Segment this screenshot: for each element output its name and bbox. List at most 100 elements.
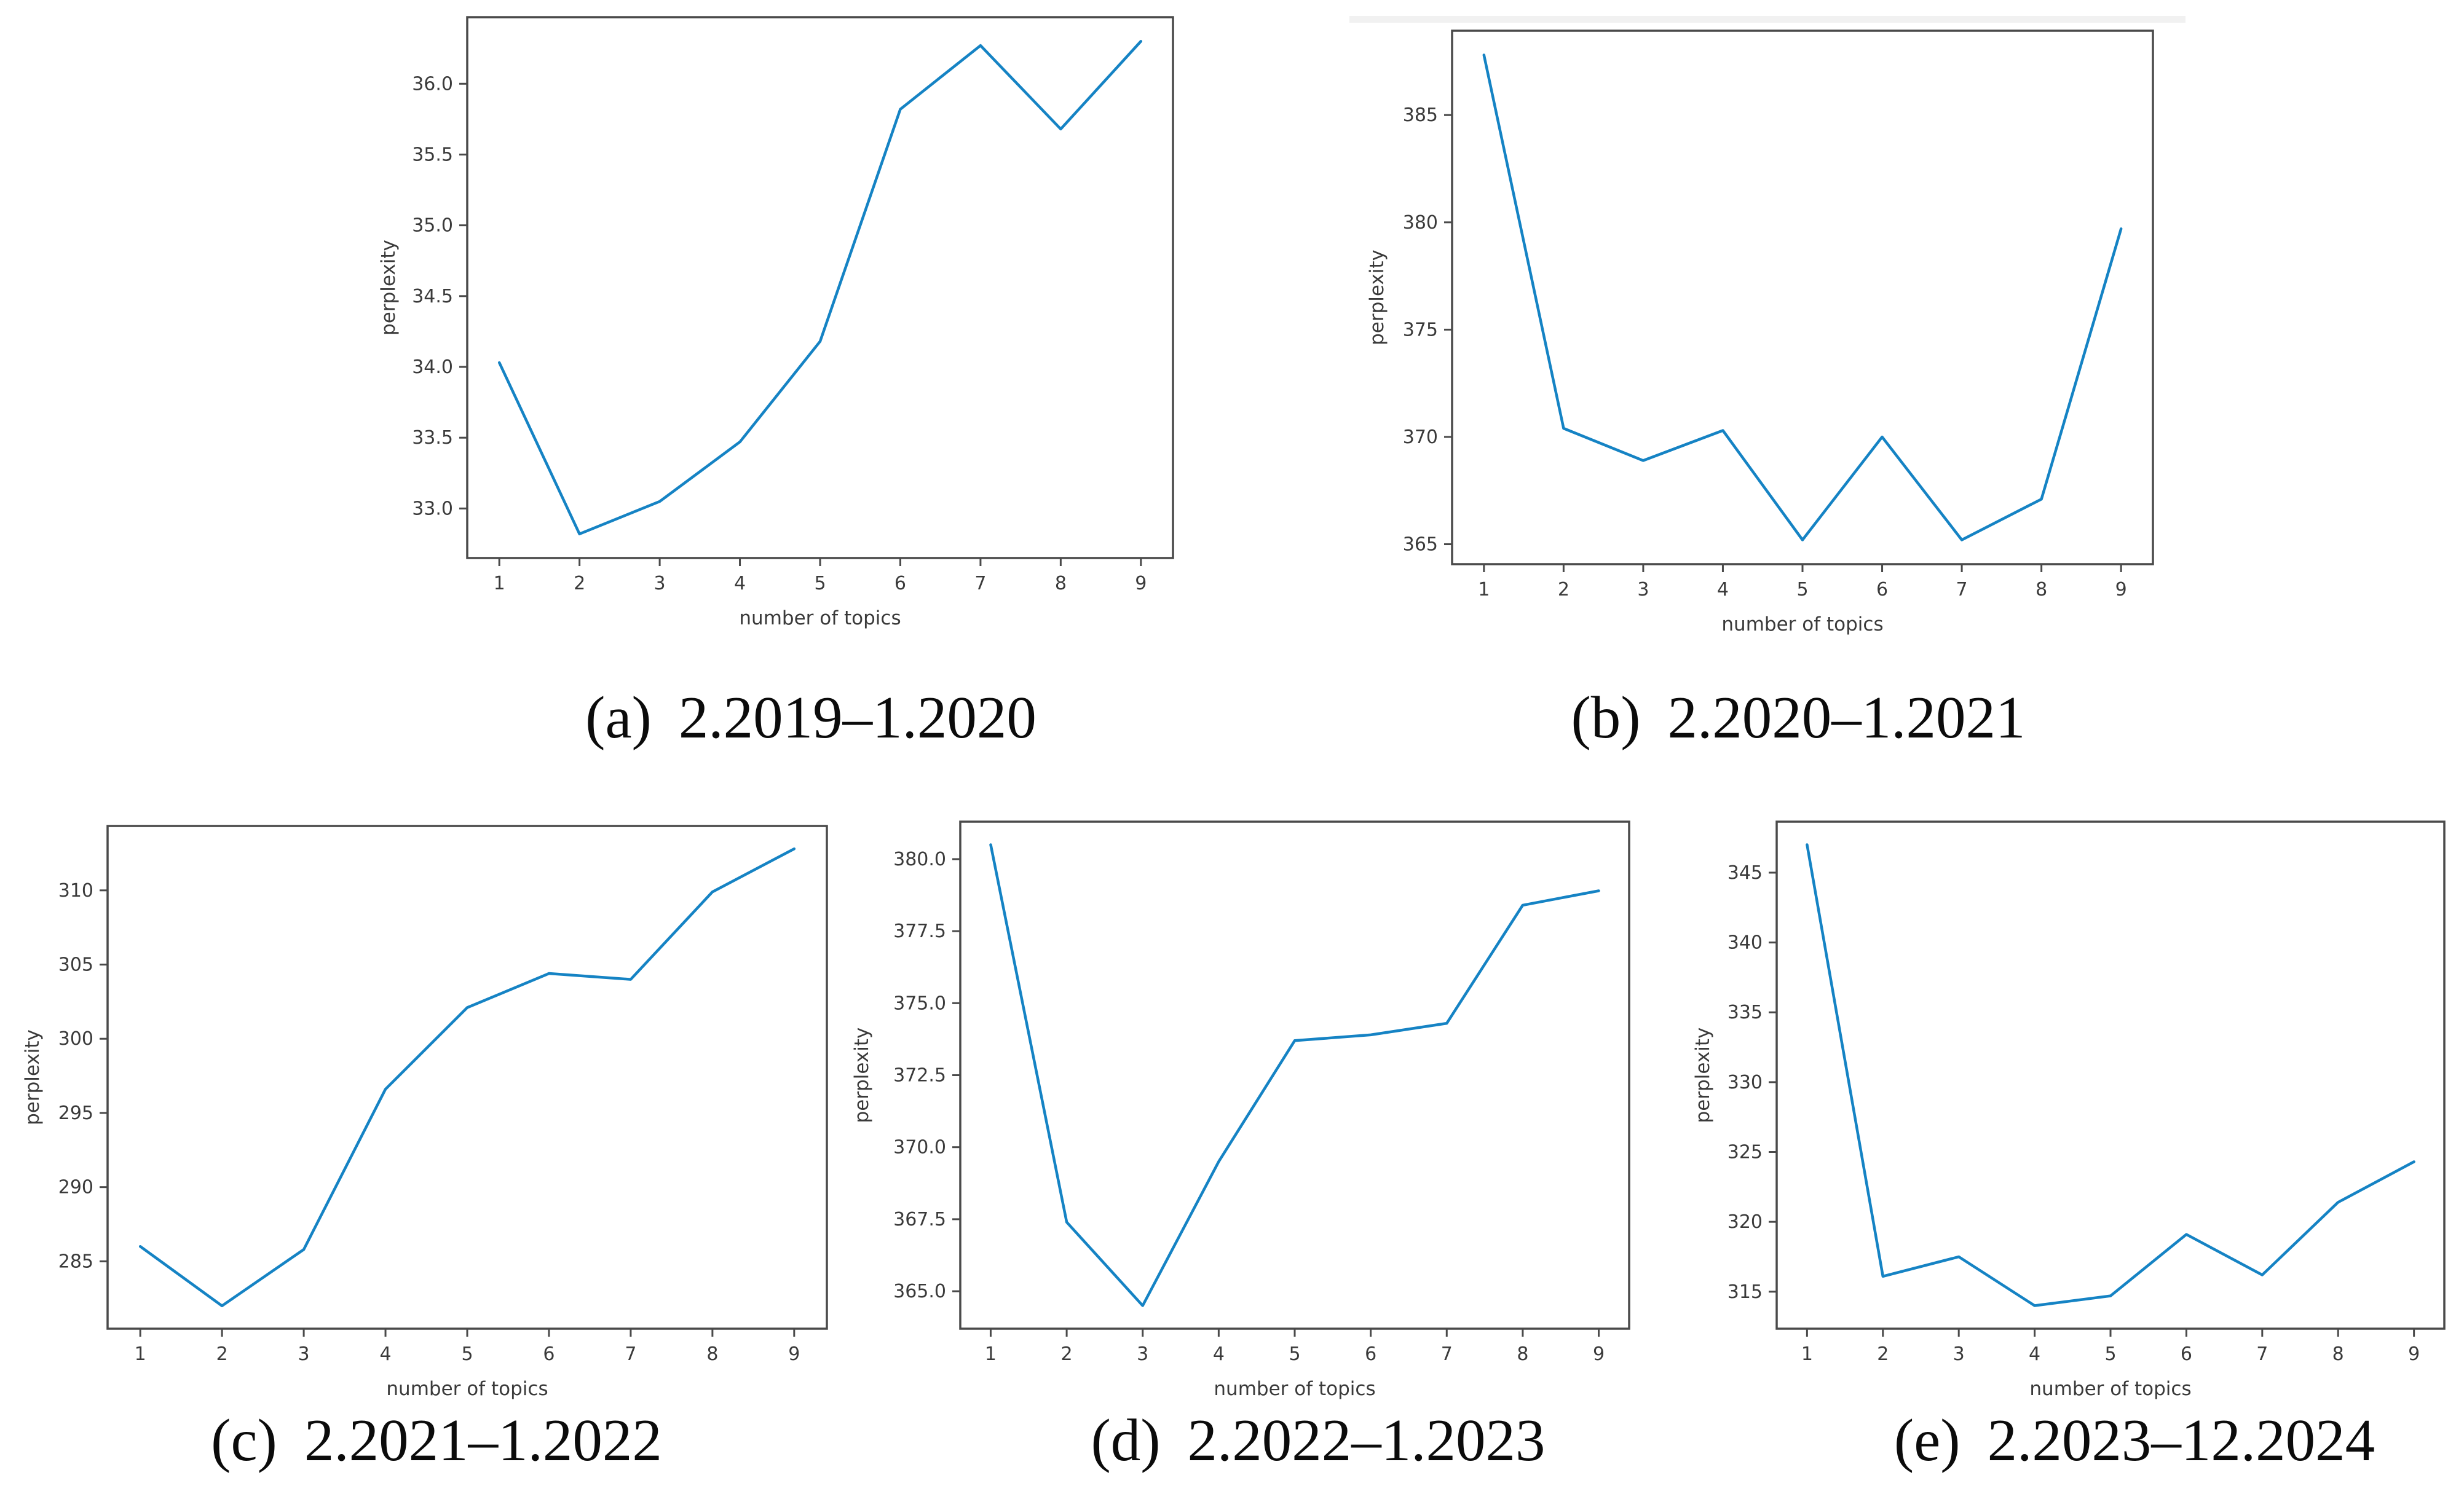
perplexity-line — [138, 847, 796, 1308]
y-tick-label: 370 — [1403, 427, 1438, 448]
y-tick-label: 290 — [58, 1177, 93, 1198]
x-tick-label: 5 — [461, 1343, 473, 1365]
x-tick-label: 6 — [543, 1343, 555, 1365]
x-tick-label: 9 — [2408, 1343, 2420, 1365]
x-axis-label: number of topics — [739, 607, 901, 629]
x-axis-label: number of topics — [1214, 1378, 1375, 1400]
x-tick-label: 9 — [1135, 573, 1147, 594]
x-tick-label: 1 — [985, 1343, 997, 1365]
caption-b: (b) 2.2020–1.2021 — [1571, 683, 2025, 752]
x-tick-label: 7 — [1956, 579, 1968, 600]
perplexity-line — [497, 39, 1143, 536]
scan-artifact-strip — [1349, 16, 2186, 23]
y-tick-label: 330 — [1728, 1072, 1763, 1093]
x-tick-label: 4 — [1213, 1343, 1225, 1365]
x-tick-label: 7 — [625, 1343, 636, 1365]
y-axis-label: perplexity — [377, 240, 400, 336]
x-tick-label: 3 — [298, 1343, 310, 1365]
y-tick-label: 375 — [1403, 319, 1438, 340]
x-tick-label: 9 — [2115, 579, 2127, 600]
y-tick-label: 35.0 — [412, 215, 453, 237]
x-tick-label: 2 — [574, 573, 585, 594]
y-tick-label: 320 — [1728, 1211, 1763, 1233]
y-tick-label: 34.5 — [412, 286, 453, 307]
caption-d-index: (d) — [1091, 1407, 1161, 1473]
x-tick-label: 6 — [2181, 1343, 2192, 1365]
x-tick-label: 1 — [135, 1343, 146, 1365]
y-tick-label: 345 — [1728, 862, 1763, 884]
y-tick-label: 372.5 — [893, 1065, 946, 1087]
perplexity-line — [1482, 53, 2123, 541]
x-tick-label: 4 — [1717, 579, 1729, 600]
chart-b: 365 370 375 380 385 1 2 3 4 5 6 7 8 9 number of topics… — [1366, 29, 2154, 635]
caption-d-range: 2.2022–1.2023 — [1187, 1407, 1546, 1473]
caption-c: (c) 2.2021–1.2022 — [211, 1406, 662, 1474]
caption-e-range: 2.2023–12.2024 — [1987, 1407, 2375, 1473]
y-tick-label: 340 — [1728, 932, 1763, 954]
x-tick-label: 3 — [1137, 1343, 1148, 1365]
x-tick-label: 8 — [1517, 1343, 1528, 1365]
x-tick-label: 3 — [1953, 1343, 1965, 1365]
x-axis-label: number of topics — [1721, 613, 1883, 635]
y-axis-label: perplexity — [851, 1028, 873, 1123]
caption-b-index: (b) — [1571, 685, 1641, 750]
y-tick-label: 285 — [58, 1251, 93, 1272]
y-tick-label: 36.0 — [412, 73, 453, 95]
y-tick-label: 34.0 — [412, 356, 453, 378]
caption-c-range: 2.2021–1.2022 — [304, 1407, 662, 1473]
caption-d: (d) 2.2022–1.2023 — [1091, 1406, 1545, 1474]
y-tick-label: 325 — [1728, 1142, 1763, 1163]
plot-frame — [466, 16, 1174, 559]
x-tick-label: 9 — [1593, 1343, 1605, 1365]
x-tick-label: 4 — [379, 1343, 391, 1365]
y-tick-label: 33.0 — [412, 498, 453, 519]
y-tick-label: 295 — [58, 1103, 93, 1124]
x-tick-label: 2 — [1061, 1343, 1073, 1365]
y-axis-label: perplexity — [1366, 250, 1388, 345]
perplexity-line — [989, 843, 1600, 1307]
x-tick-label: 7 — [1441, 1343, 1453, 1365]
caption-e-index: (e) — [1893, 1407, 1961, 1473]
x-tick-label: 8 — [706, 1343, 718, 1365]
y-tick-label: 335 — [1728, 1002, 1763, 1023]
x-tick-label: 8 — [2332, 1343, 2344, 1365]
chart-a: 33.0 33.5 34.0 34.5 35.0 35.5 36.0 1 2 3 4 5 6 7 8 9 num… — [377, 16, 1174, 629]
y-tick-label: 380.0 — [893, 849, 946, 870]
y-axis-label: perplexity — [22, 1029, 44, 1125]
y-tick-label: 300 — [58, 1028, 93, 1050]
x-tick-label: 8 — [1055, 573, 1067, 594]
x-tick-label: 7 — [2256, 1343, 2268, 1365]
x-tick-label: 1 — [1478, 579, 1490, 600]
caption-a-range: 2.2019–1.2020 — [678, 685, 1037, 750]
y-tick-label: 385 — [1403, 104, 1438, 126]
x-tick-label: 5 — [1796, 579, 1808, 600]
plot-frame — [1451, 29, 2154, 565]
x-tick-label: 5 — [814, 573, 826, 594]
caption-e: (e) 2.2023–12.2024 — [1894, 1406, 2375, 1474]
x-tick-label: 9 — [788, 1343, 800, 1365]
x-tick-label: 5 — [2104, 1343, 2116, 1365]
x-tick-label: 2 — [1558, 579, 1570, 600]
plot-frame — [1775, 820, 2446, 1330]
caption-a: (a) 2.2019–1.2020 — [585, 683, 1037, 752]
x-tick-label: 4 — [734, 573, 746, 594]
y-tick-label: 365.0 — [893, 1281, 946, 1302]
y-tick-label: 310 — [58, 880, 93, 902]
x-tick-label: 2 — [216, 1343, 228, 1365]
x-tick-label: 7 — [974, 573, 986, 594]
y-tick-label: 35.5 — [412, 144, 453, 165]
x-tick-label: 8 — [2036, 579, 2047, 600]
y-tick-label: 380 — [1403, 212, 1438, 234]
y-tick-label: 365 — [1403, 534, 1438, 556]
y-tick-label: 33.5 — [412, 427, 453, 449]
x-tick-label: 1 — [1801, 1343, 1813, 1365]
x-axis-label: number of topics — [386, 1378, 548, 1400]
plot-frame — [959, 820, 1630, 1330]
x-tick-label: 5 — [1289, 1343, 1300, 1365]
x-tick-label: 6 — [1365, 1343, 1376, 1365]
caption-b-range: 2.2020–1.2021 — [1667, 685, 2026, 750]
x-tick-label: 4 — [2029, 1343, 2040, 1365]
